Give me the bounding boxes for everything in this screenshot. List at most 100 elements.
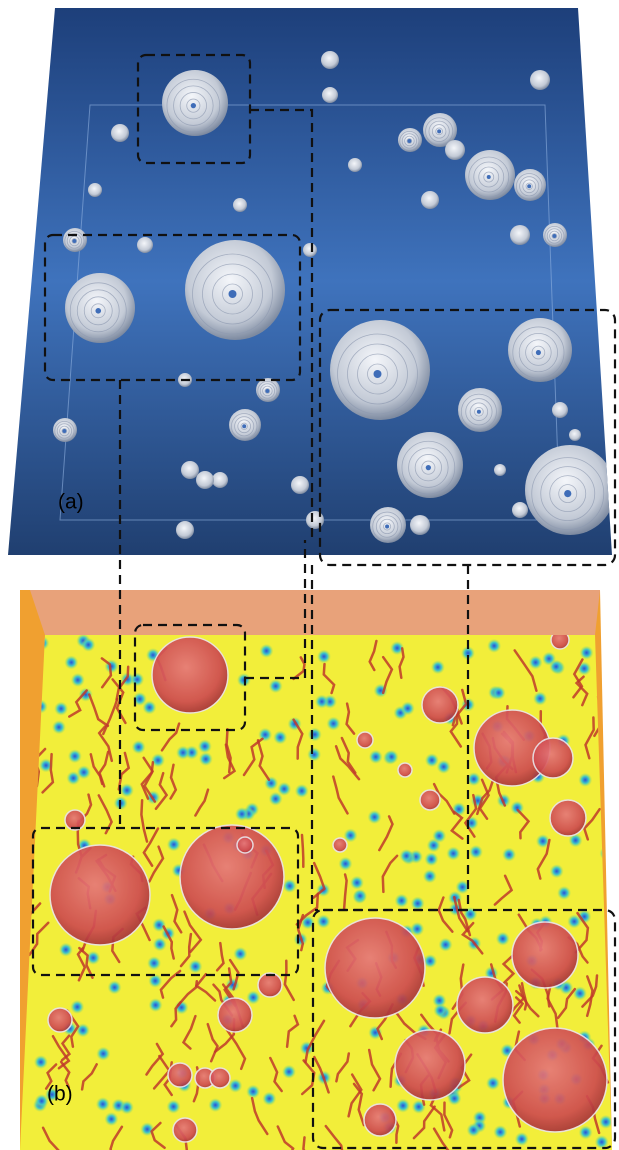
dot: [281, 1064, 296, 1079]
dot: [468, 844, 483, 859]
sphere: [49, 844, 151, 946]
sphere: [332, 837, 348, 853]
sphere-ring: [192, 253, 273, 335]
chain: [312, 861, 326, 899]
sphere-core: [486, 175, 491, 179]
dot: [528, 655, 543, 670]
dot: [579, 645, 594, 660]
dot: [86, 950, 101, 965]
sphere: [502, 1027, 608, 1133]
dot: [273, 730, 288, 745]
dot: [307, 727, 322, 742]
sphere: [209, 1067, 231, 1089]
sphere-ring: [408, 447, 449, 488]
sphere: [363, 1103, 397, 1137]
dot: [549, 659, 564, 674]
dot: [131, 740, 146, 755]
sphere-ring: [474, 406, 484, 417]
sphere: [421, 686, 459, 724]
chain: [516, 808, 531, 840]
chain: [352, 1082, 366, 1127]
dot: [307, 747, 322, 762]
chain: [322, 662, 336, 695]
sphere: [356, 731, 374, 749]
chain: [152, 1054, 171, 1090]
dot: [599, 846, 612, 861]
chain: [450, 810, 464, 840]
sphere-ring: [262, 385, 273, 397]
sphere: [65, 273, 135, 343]
sphere-ring: [540, 466, 596, 522]
chain: [340, 736, 357, 775]
sphere-ring: [179, 92, 207, 120]
sphere: [196, 471, 214, 489]
chain: [584, 716, 595, 760]
sphere-ring: [56, 423, 73, 439]
sphere-ring: [59, 425, 70, 437]
sphere-ring: [264, 388, 271, 394]
dot: [197, 739, 212, 754]
chain: [145, 1042, 165, 1076]
dot: [493, 1125, 508, 1140]
dot: [396, 1098, 411, 1113]
sphere-ring: [401, 133, 417, 149]
chain: [513, 649, 538, 692]
sphere: [530, 70, 550, 90]
dot: [424, 753, 439, 768]
chain: [76, 946, 87, 982]
dot: [132, 692, 147, 707]
chain: [412, 1105, 436, 1140]
chain: [117, 751, 131, 791]
sphere: [176, 521, 194, 539]
sphere-ring: [531, 457, 605, 531]
sphere-ring: [518, 332, 559, 373]
sphere-ring: [404, 135, 415, 147]
sphere: [397, 762, 413, 778]
dot: [436, 759, 451, 774]
chain: [478, 778, 491, 820]
dot: [466, 1123, 481, 1138]
chain: [501, 954, 516, 986]
chain: [298, 1136, 309, 1150]
dot: [70, 672, 85, 687]
chain: [368, 639, 378, 672]
sphere-ring: [234, 416, 255, 437]
chain: [150, 1121, 166, 1150]
dot: [487, 638, 502, 653]
dot: [107, 980, 122, 995]
dot: [58, 942, 73, 957]
dot: [502, 847, 517, 862]
sphere: [233, 198, 247, 212]
chain: [335, 1052, 351, 1083]
chain: [493, 874, 514, 906]
sphere-ring: [468, 156, 510, 198]
sphere-ring: [230, 413, 258, 440]
chain: [432, 782, 456, 815]
spheres-a: [53, 51, 612, 543]
chain: [206, 1022, 219, 1063]
sphere: [151, 636, 229, 714]
dot: [432, 828, 447, 843]
chain: [44, 1063, 58, 1090]
sphere-ring: [54, 420, 75, 441]
chain: [179, 932, 193, 968]
dot: [384, 749, 399, 764]
dashed-box: [31, 826, 300, 977]
sphere-ring: [478, 166, 500, 188]
chain: [140, 799, 149, 843]
chain: [285, 1014, 300, 1049]
sphere: [217, 997, 253, 1033]
sphere: [348, 158, 362, 172]
chain: [574, 675, 589, 707]
dot: [66, 771, 81, 786]
chain: [97, 725, 114, 763]
sphere: [419, 789, 441, 811]
dot: [44, 1087, 59, 1102]
sphere: [167, 1062, 193, 1088]
chain: [41, 752, 55, 794]
dot: [95, 1097, 110, 1112]
dot: [411, 1099, 426, 1114]
dot: [147, 956, 162, 971]
sphere-core: [373, 370, 382, 378]
chain: [225, 1028, 247, 1071]
